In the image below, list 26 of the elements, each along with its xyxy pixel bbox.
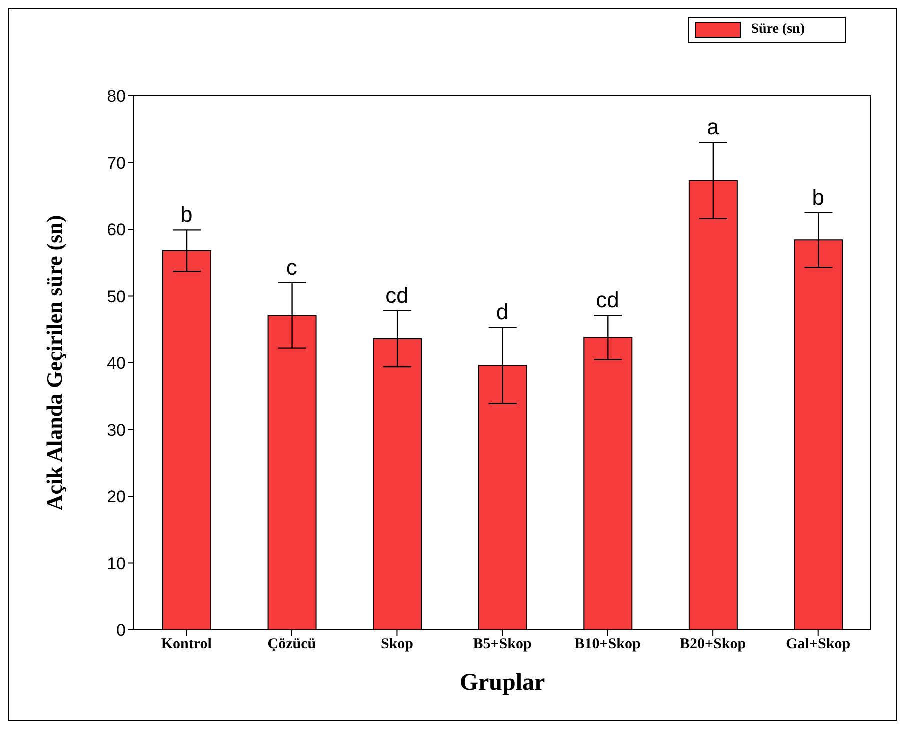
annotation: cd	[386, 282, 409, 308]
annotation: a	[706, 114, 720, 140]
x-tick-label: B10+Skop	[574, 636, 641, 653]
legend-label: Süre (sn)	[751, 22, 805, 38]
y-tick-label: 20	[107, 488, 126, 507]
y-tick-label: 10	[107, 554, 126, 574]
y-axis-title: Açik Alanda Geçirilen süre (sn)	[42, 215, 67, 511]
annotation: b	[812, 184, 824, 210]
annotation: b	[180, 202, 193, 228]
y-tick-label: 30	[107, 420, 126, 440]
x-tick-label: Gal+Skop	[786, 636, 851, 653]
x-tick-label: Çözücü	[268, 636, 316, 653]
y-tick-label: 70	[107, 154, 126, 173]
annotation: cd	[596, 288, 620, 313]
y-tick-label: 40	[107, 354, 126, 374]
x-tick-label: Kontrol	[161, 636, 212, 653]
x-tick-label: B5+Skop	[473, 636, 532, 653]
annotation: c	[286, 254, 298, 280]
y-tick-label: 50	[107, 287, 126, 306]
y-tick-label: 60	[107, 220, 126, 240]
y-tick-label: 80	[107, 87, 126, 106]
x-tick-label: B20+Skop	[680, 636, 746, 653]
x-axis-title: Gruplar	[460, 670, 546, 696]
annotation: d	[496, 300, 509, 325]
x-tick-label: Skop	[380, 636, 414, 653]
y-tick-label: 0	[116, 621, 126, 640]
